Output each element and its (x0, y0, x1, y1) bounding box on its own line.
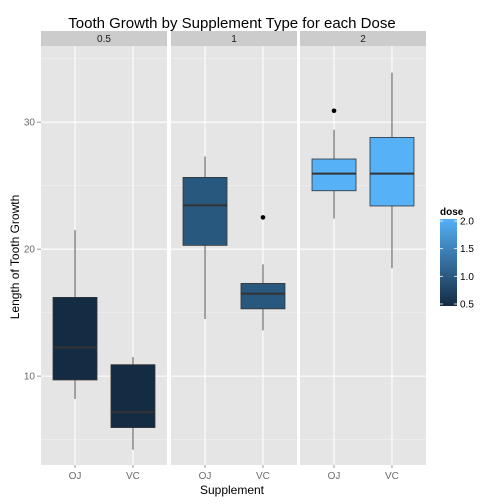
x-tick-label: OJ (199, 471, 212, 482)
y-tick-label: 30 (24, 118, 36, 129)
legend-colorbar (440, 219, 457, 306)
facet-panel: 2 OJ VC (300, 31, 426, 482)
facet-strip (41, 31, 167, 46)
outlier-point (331, 108, 337, 114)
x-tick-label: OJ (69, 471, 82, 482)
x-axis-title: Supplement (200, 483, 265, 497)
legend-ticks: 0.5 1.0 1.5 2.0 (440, 217, 474, 311)
legend-tick-label: 1.5 (460, 244, 474, 255)
y-tick-label: 20 (24, 245, 36, 256)
x-tick-label: OJ (328, 471, 341, 482)
outlier-point (260, 215, 266, 220)
box (182, 177, 228, 246)
box (52, 296, 98, 381)
legend-tick-label: 0.5 (460, 300, 474, 311)
legend-tick-label: 2.0 (460, 217, 474, 228)
facet-strip-label: 0.5 (97, 34, 111, 45)
x-tick-label: VC (385, 471, 399, 482)
box (110, 364, 156, 428)
facet-strip (171, 31, 297, 46)
box (369, 137, 415, 207)
panel-background (171, 46, 297, 465)
legend-title: dose (440, 207, 464, 218)
facet-strip-label: 1 (231, 34, 237, 45)
legend-tick-label: 1.0 (460, 272, 474, 283)
facet-strip (300, 31, 426, 46)
x-tick-label: VC (126, 471, 140, 482)
facet-panel: 1 OJ VC (171, 31, 297, 482)
chart-title: Tooth Growth by Supplement Type for each… (68, 15, 395, 32)
facet-panels: 0.5 OJ VC 1 OJ VC 2 OJ VC (41, 31, 426, 482)
y-axis-title: Length of Tooth Growth (8, 195, 22, 320)
facet-panel: 0.5 OJ VC (41, 31, 167, 482)
facet-strip-label: 2 (360, 34, 366, 45)
y-axis-ticks: 10 20 30 (24, 118, 41, 383)
box (240, 283, 286, 310)
y-tick-label: 10 (24, 372, 36, 383)
dose-legend: dose 0.5 1.0 1.5 2.0 (440, 207, 474, 311)
box (311, 158, 357, 192)
panel-background (300, 46, 426, 465)
x-tick-label: VC (256, 471, 270, 482)
